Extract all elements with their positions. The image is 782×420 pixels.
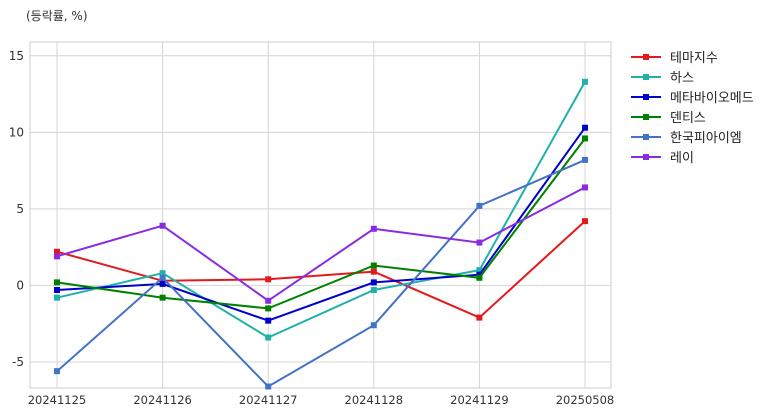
legend-swatch-marker: [643, 134, 649, 140]
series-group: [54, 124, 588, 324]
y-tick-label: 10: [9, 125, 24, 139]
legend-item: 레이: [631, 151, 694, 166]
data-point: [370, 262, 377, 269]
data-point: [265, 276, 272, 283]
data-point: [370, 225, 377, 232]
data-point: [582, 218, 588, 225]
legend-item: 덴티스: [631, 111, 706, 126]
legend-swatch-marker: [643, 54, 649, 60]
series-line: [56, 158, 586, 388]
series-group: [54, 218, 588, 321]
data-point: [370, 287, 377, 294]
data-point: [159, 270, 166, 277]
data-point: [476, 314, 483, 321]
x-tick-label: 20241128: [345, 393, 404, 407]
legend-item: 하스: [631, 71, 694, 86]
series-group: [54, 78, 588, 341]
x-tick-label: 20241127: [239, 393, 298, 407]
data-point: [265, 297, 272, 304]
y-tick-label: 0: [16, 278, 24, 292]
data-point: [159, 274, 166, 281]
x-tick-label: 20241129: [450, 393, 509, 407]
legend-item: 한국피아이엠: [631, 131, 742, 146]
data-point: [265, 334, 272, 341]
legend-swatch-marker: [643, 114, 649, 120]
data-point: [159, 294, 166, 301]
x-tick-labels: 20241125 20241126 20241127 20241128 20241129…: [28, 393, 615, 407]
x-tick-label: 20241125: [28, 393, 87, 407]
y-tick-label: -5: [12, 355, 24, 369]
legend-swatch-marker: [643, 154, 649, 160]
data-point: [582, 78, 588, 85]
legend-label: 한국피아이엠: [670, 131, 742, 146]
legend-label: 메타바이오메드: [670, 91, 754, 106]
data-point: [159, 222, 166, 229]
data-point: [265, 317, 272, 324]
series-line: [56, 220, 586, 319]
data-point: [54, 287, 60, 294]
legend-label: 테마지수: [670, 51, 718, 66]
legend-swatch-marker: [643, 74, 649, 80]
data-point: [476, 271, 483, 278]
legend-item: 테마지수: [631, 51, 718, 66]
data-point: [476, 202, 483, 209]
legend-label: 덴티스: [670, 111, 706, 126]
data-point: [476, 274, 483, 281]
data-point: [265, 305, 272, 312]
data-point: [159, 280, 166, 287]
data-point: [54, 279, 60, 286]
y-tick-label: 15: [9, 49, 24, 63]
y-tick-label: 5: [16, 202, 24, 216]
data-point: [582, 156, 588, 163]
data-point: [476, 267, 483, 274]
data-point: [582, 124, 588, 131]
y-tick-labels: 15 10 5 0 -5: [9, 49, 24, 369]
data-point: [370, 322, 377, 329]
data-point: [476, 239, 483, 246]
data-point: [159, 277, 166, 284]
series-line: [56, 127, 586, 322]
series-group: [54, 156, 588, 390]
legend-item: 메타바이오메드: [631, 91, 754, 106]
data-point: [54, 368, 60, 375]
x-tick-label: 20241126: [133, 393, 192, 407]
x-tick-label: 20250508: [556, 393, 615, 407]
data-point: [370, 268, 377, 275]
data-point: [54, 253, 60, 260]
data-point: [54, 248, 60, 255]
series-line: [56, 137, 586, 310]
series-lines: [54, 78, 588, 390]
data-point: [582, 184, 588, 191]
legend-label: 레이: [670, 151, 694, 166]
data-point: [54, 294, 60, 301]
series-line: [56, 186, 586, 302]
data-point: [370, 279, 377, 286]
y-axis-label: (등락률, %): [26, 9, 88, 23]
data-point: [582, 135, 588, 142]
plot-area: [29, 41, 612, 389]
data-point: [265, 383, 272, 390]
legend-swatch-marker: [643, 94, 649, 100]
series-group: [54, 184, 588, 304]
plot-frame: [29, 41, 612, 389]
legend-label: 하스: [670, 71, 694, 86]
series-line: [56, 81, 586, 339]
series-group: [54, 135, 588, 312]
